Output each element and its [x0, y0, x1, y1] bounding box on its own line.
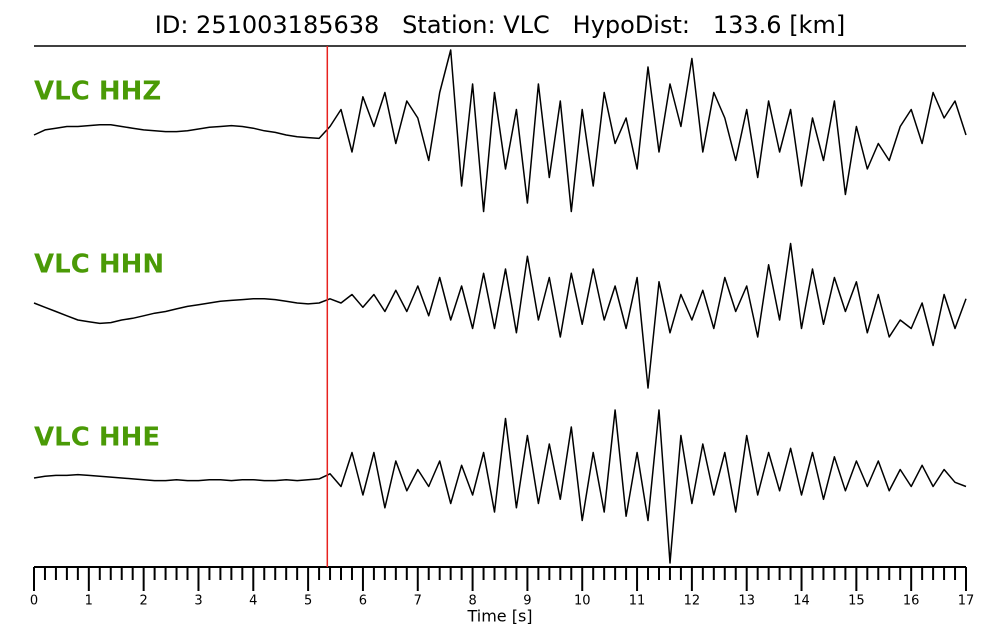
trace-label: VLC HHN	[34, 250, 164, 280]
x-tick-label: 16	[903, 594, 920, 609]
x-tick-label: 11	[629, 594, 646, 609]
trace	[33, 49, 967, 213]
x-tick-label: 13	[738, 594, 755, 609]
x-tick-label: 17	[958, 594, 975, 609]
x-tick-label: 1	[85, 594, 93, 609]
x-tick-label: 10	[574, 594, 591, 609]
x-tick-label: 3	[194, 594, 202, 609]
x-tick-label: 0	[30, 594, 38, 609]
x-tick-label: 5	[304, 594, 312, 609]
x-tick-label: 8	[468, 594, 476, 609]
x-tick-label: 9	[523, 594, 531, 609]
trace	[33, 409, 967, 564]
x-tick-label: 15	[848, 594, 865, 609]
x-tick-label: 14	[793, 594, 810, 609]
trace	[33, 242, 967, 389]
x-tick-label: 6	[359, 594, 367, 609]
x-tick-label: 2	[140, 594, 148, 609]
x-tick-label: 4	[249, 594, 257, 609]
trace-label: VLC HHZ	[34, 77, 161, 107]
trace-label: VLC HHE	[34, 423, 160, 453]
x-axis-label: Time [s]	[466, 607, 532, 626]
chart-title: ID: 251003185638 Station: VLC HypoDist: …	[155, 11, 845, 39]
x-tick-label: 7	[414, 594, 422, 609]
x-tick-label: 12	[684, 594, 701, 609]
